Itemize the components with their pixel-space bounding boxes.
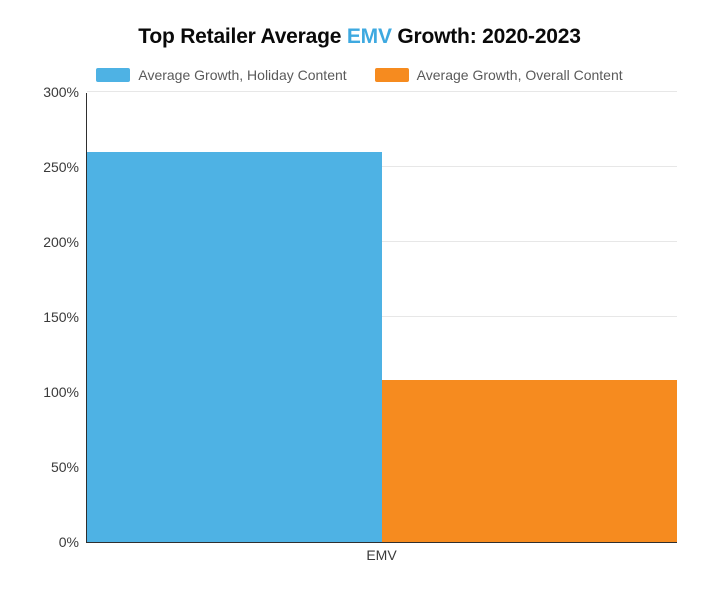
y-tick-label: 300% <box>31 84 79 100</box>
title-accent: EMV <box>347 25 392 48</box>
bars-group <box>87 93 677 542</box>
legend: Average Growth, Holiday Content Average … <box>20 67 699 83</box>
y-tick-label: 200% <box>31 234 79 250</box>
chart-title: Top Retailer Average EMV Growth: 2020-20… <box>20 24 699 49</box>
plot-area: 300% 250% 200% 150% 100% 50% 0% <box>86 93 677 543</box>
y-tick-label: 250% <box>31 159 79 175</box>
chart-container: Top Retailer Average EMV Growth: 2020-20… <box>0 0 719 599</box>
x-axis-label-row: EMV <box>66 547 697 563</box>
bar-overall <box>382 380 677 542</box>
legend-swatch-overall <box>375 68 409 82</box>
gridline <box>87 91 677 92</box>
y-tick-label: 100% <box>31 384 79 400</box>
title-suffix: Growth: 2020-2023 <box>392 25 581 48</box>
y-tick-label: 50% <box>31 459 79 475</box>
legend-label-holiday: Average Growth, Holiday Content <box>138 67 346 83</box>
legend-item-overall: Average Growth, Overall Content <box>375 67 623 83</box>
y-tick-label: 150% <box>31 309 79 325</box>
legend-item-holiday: Average Growth, Holiday Content <box>96 67 346 83</box>
legend-swatch-holiday <box>96 68 130 82</box>
x-axis-label: EMV <box>366 547 396 563</box>
title-prefix: Top Retailer Average <box>138 25 347 48</box>
bar-holiday <box>87 152 382 542</box>
legend-label-overall: Average Growth, Overall Content <box>417 67 623 83</box>
